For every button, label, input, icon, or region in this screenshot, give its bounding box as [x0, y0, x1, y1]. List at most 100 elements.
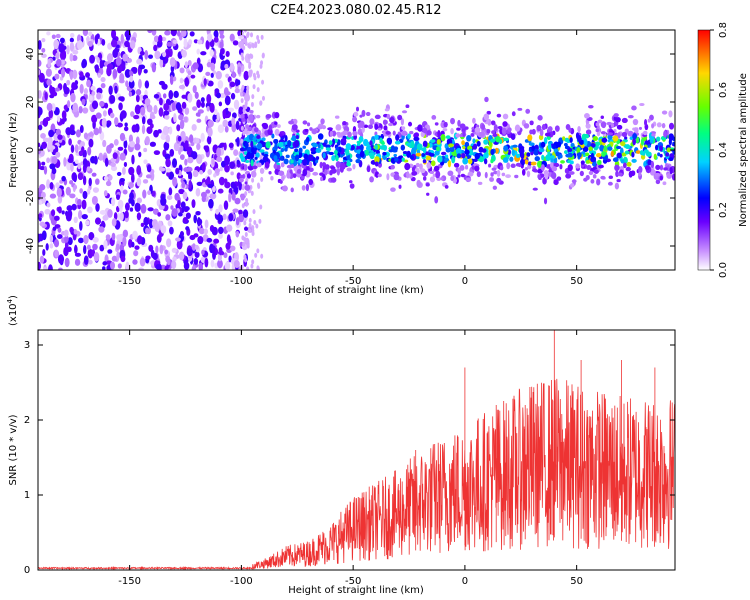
spectrogram-cell	[196, 99, 202, 108]
spectrogram-cell	[249, 69, 253, 75]
spectrogram-cell	[595, 128, 600, 132]
spectrogram-cell	[76, 40, 83, 50]
spectrogram-cell	[95, 203, 100, 212]
spectrogram-cell	[138, 64, 146, 70]
spectrogram-cell	[192, 169, 199, 178]
colorbar-tick-label: 0.4	[718, 142, 729, 158]
spectrogram-cell	[179, 67, 185, 74]
spectrogram-cell	[490, 138, 496, 143]
spectrogram-cell	[398, 184, 402, 189]
spectrogram-cell	[668, 110, 673, 118]
spectrogram-cell	[655, 179, 661, 185]
spectrogram-cell	[83, 234, 89, 245]
spectrogram-cell	[517, 107, 523, 111]
spectrogram-cell	[47, 58, 51, 68]
spectrogram-cell	[204, 257, 209, 268]
spectrogram-cell	[96, 56, 100, 63]
spectrogram-cell	[83, 149, 87, 158]
spectrogram-cell	[457, 174, 461, 178]
spectrogram-cell	[557, 141, 562, 148]
spectrogram-cell	[352, 130, 358, 136]
spectrogram-cell	[553, 156, 558, 164]
spectrogram-cell	[120, 33, 124, 44]
spectrogram-cell	[130, 111, 135, 117]
spectrogram-cell	[48, 129, 55, 138]
spectrogram-cell	[57, 254, 65, 265]
spectrogram-cell	[181, 101, 187, 109]
spectrogram-cell	[153, 104, 158, 115]
spectrogram-cell	[583, 138, 588, 147]
spectrogram-cell	[595, 141, 601, 147]
spectrogram-cell	[564, 137, 571, 142]
spectrogram-cell	[592, 136, 598, 142]
spectrogram-cell	[206, 237, 213, 243]
spectrogram-cell	[87, 146, 92, 156]
spectrogram-cell	[244, 232, 248, 238]
spectrogram-cell	[289, 169, 293, 174]
spectrogram-cell	[213, 30, 219, 38]
spectrogram-cell	[94, 217, 102, 225]
spectrogram-cell	[49, 181, 54, 190]
spectrogram-cell	[210, 193, 217, 200]
spectrogram-cell	[277, 124, 281, 129]
spectrogram-cell	[177, 199, 181, 207]
spectrogram-cell	[46, 157, 51, 164]
spectrogram-cell	[415, 152, 422, 157]
spectrogram-cell	[200, 101, 205, 108]
spectrogram-cell	[171, 208, 178, 217]
spectrogram-cell	[598, 164, 604, 169]
spectrogram-cell	[444, 154, 449, 158]
spectrogram-cell	[479, 131, 485, 137]
spectrogram-cell	[264, 161, 270, 169]
spectrogram-cell	[204, 219, 209, 229]
spectrogram-cell	[253, 127, 259, 133]
spectrogram-cell	[231, 191, 236, 201]
spectrogram-cell	[496, 177, 502, 183]
spectrogram-cell	[302, 120, 308, 125]
spectrogram-cell	[113, 139, 119, 146]
spectrogram-cell	[377, 173, 382, 178]
spectrogram-cell	[215, 208, 220, 215]
spectrogram-cell	[145, 227, 150, 234]
spectrogram-cell	[585, 152, 590, 157]
spectrogram-cell	[207, 119, 214, 128]
spectrogram-cell	[588, 170, 594, 176]
spectrogram-cell	[146, 118, 153, 126]
spectrogram-x-ticks: -150 -100 -50 0 50	[118, 30, 583, 287]
spectrogram-cell	[215, 70, 222, 80]
spectrogram-cell	[38, 160, 41, 170]
y-tick-label: 40	[25, 48, 36, 61]
spectrogram-cell	[567, 147, 573, 152]
spectrogram-cell	[250, 32, 254, 38]
spectrogram-cell	[335, 124, 342, 131]
spectrogram-cell	[345, 149, 350, 156]
spectrogram-cell	[570, 183, 575, 188]
spectrogram-cell	[635, 150, 641, 154]
spectrogram-cell	[197, 39, 203, 45]
spectrogram-cell	[146, 126, 153, 134]
spectrogram-cell	[532, 187, 538, 191]
spectrogram-cell	[278, 170, 285, 176]
spectrogram-cell	[388, 149, 394, 153]
spectrogram-cell	[256, 162, 262, 168]
spectrogram-cell	[459, 165, 465, 171]
spectrogram-cell	[183, 116, 188, 123]
spectrogram-cell	[102, 266, 106, 270]
spectrogram-cell	[41, 37, 46, 43]
spectrogram-cell	[597, 119, 603, 124]
spectrogram-cell	[240, 194, 245, 201]
spectrogram-cell	[171, 260, 177, 270]
spectrogram-cell	[255, 152, 260, 158]
spectrogram-cell	[179, 154, 185, 160]
spectrogram-cell	[52, 56, 56, 61]
spectrogram-cell	[295, 135, 300, 139]
spectrogram-cell	[270, 176, 274, 181]
spectrogram-cell	[490, 158, 494, 164]
spectrogram-cell	[447, 170, 454, 177]
spectrogram-cell	[580, 160, 585, 165]
spectrogram-cell	[568, 171, 575, 175]
spectrogram-cell	[668, 122, 675, 130]
spectrogram-cell	[246, 266, 250, 270]
spectrogram-cell	[644, 118, 648, 126]
spectrogram-cell	[179, 119, 185, 130]
